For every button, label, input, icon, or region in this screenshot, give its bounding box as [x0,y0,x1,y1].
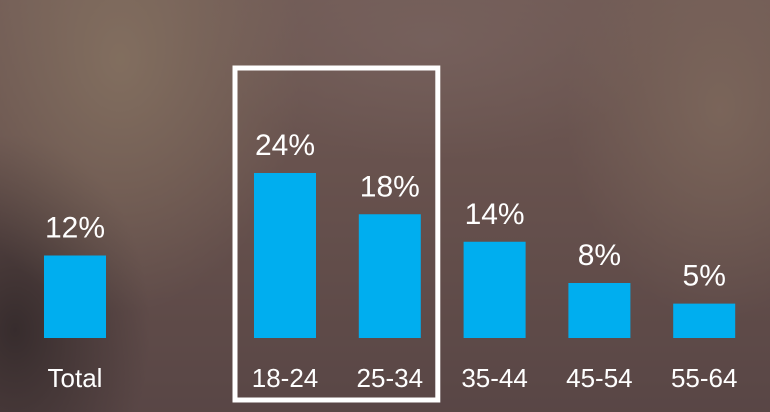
category-label-35-44: 35-44 [461,363,528,393]
bar-55-64 [673,303,736,338]
category-label-Total: Total [48,363,103,393]
category-label-25-34: 25-34 [357,363,424,393]
value-label-35-44: 14% [465,198,525,231]
bar-45-54 [568,283,631,338]
value-label-45-54: 8% [578,239,621,272]
bar-35-44 [463,241,526,338]
category-label-55-64: 55-64 [671,363,738,393]
bar-18-24 [254,173,316,338]
value-label-Total: 12% [45,212,105,245]
value-label-18-24: 24% [255,129,315,162]
bar-25-34 [358,214,421,338]
category-label-45-54: 45-54 [566,363,633,393]
bar-Total [44,255,106,338]
category-label-18-24: 18-24 [252,363,319,393]
value-label-25-34: 18% [360,170,420,203]
highlight-box [232,65,441,403]
value-label-55-64: 5% [683,260,726,293]
